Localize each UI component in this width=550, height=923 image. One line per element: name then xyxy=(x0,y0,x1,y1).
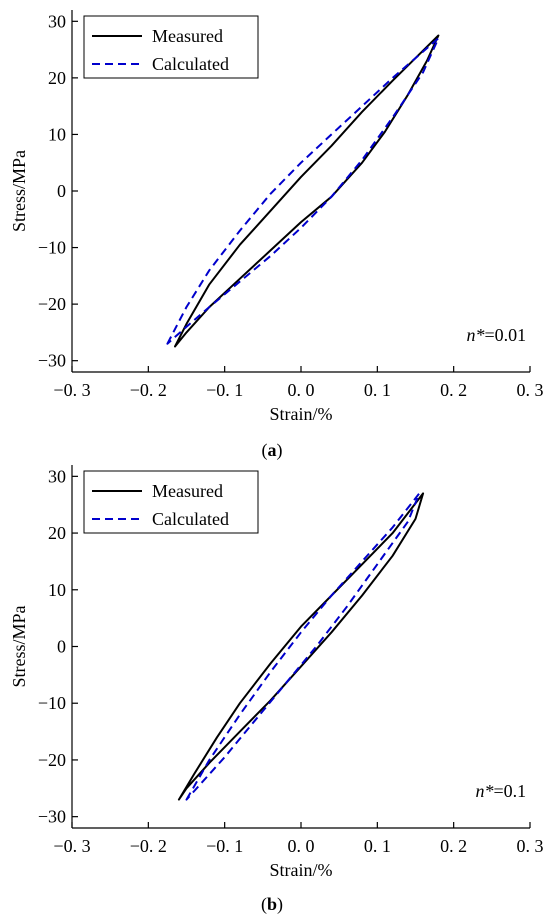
y-axis-title: Stress/MPa xyxy=(9,605,29,687)
x-tick-label: −0. 2 xyxy=(130,380,167,400)
panel-caption: (b) xyxy=(261,894,283,915)
legend-box xyxy=(83,15,259,79)
caption-letter: b xyxy=(267,894,277,914)
x-tick-label: 0. 1 xyxy=(364,380,391,400)
parameter-annotation: n*=0.01 xyxy=(467,325,527,345)
x-tick-label: −0. 2 xyxy=(130,836,167,856)
x-tick-label: 0. 1 xyxy=(364,836,391,856)
caption-open: ( xyxy=(261,894,267,915)
y-tick-label: 0 xyxy=(57,637,66,657)
x-tick-label: 0. 0 xyxy=(288,836,315,856)
x-tick-label: −0. 3 xyxy=(53,380,90,400)
legend-label-measured: Measured xyxy=(152,481,223,501)
legend-label-measured: Measured xyxy=(152,26,223,46)
caption-close: ) xyxy=(277,894,283,915)
y-tick-label: −20 xyxy=(38,750,66,770)
y-tick-label: 20 xyxy=(48,523,66,543)
x-tick-label: 0. 3 xyxy=(517,836,544,856)
x-tick-label: 0. 3 xyxy=(517,380,544,400)
chart-panel-b: −30 −20 −10 0 10 20 30 −0. 3 −0. 2 −0. 1 0. 0 0. 1 0… xyxy=(9,465,544,915)
y-tick-label: −10 xyxy=(38,238,66,258)
chart-panel-a: −30 −20 −10 0 10 20 30 −0. 3 −0. 2 −0. 1 0. 0 0. 1 0… xyxy=(9,10,544,461)
series-line-measured xyxy=(174,34,440,348)
series-line-calculated xyxy=(185,492,421,801)
series-line-calculated xyxy=(166,37,440,345)
x-tick-label: −0. 1 xyxy=(206,836,243,856)
y-tick-label: −10 xyxy=(38,693,66,713)
x-tick-label: −0. 3 xyxy=(53,836,90,856)
y-axis-title: Stress/MPa xyxy=(9,150,29,232)
annotation-value: =0.01 xyxy=(485,325,527,345)
y-tick-label: 30 xyxy=(48,11,66,31)
annotation-value: =0.1 xyxy=(494,781,527,801)
legend-label-calculated: Calculated xyxy=(152,54,229,74)
y-tick-label: 20 xyxy=(48,68,66,88)
x-axis-title: Strain/% xyxy=(270,404,333,424)
x-tick-label: −0. 1 xyxy=(206,380,243,400)
y-tick-label: 10 xyxy=(48,124,66,144)
y-tick-label: −20 xyxy=(38,294,66,314)
caption-letter: a xyxy=(268,440,277,460)
caption-open: ( xyxy=(262,440,268,461)
annotation-symbol: n* xyxy=(476,781,494,801)
annotation-symbol: n* xyxy=(467,325,485,345)
x-axis-title: Strain/% xyxy=(270,860,333,880)
y-tick-label: −30 xyxy=(38,351,66,371)
legend-box xyxy=(83,470,259,534)
parameter-annotation: n*=0.1 xyxy=(476,781,527,801)
y-tick-label: 0 xyxy=(57,181,66,201)
y-tick-label: −30 xyxy=(38,807,66,827)
x-tick-label: 0. 0 xyxy=(288,380,315,400)
y-tick-label: 30 xyxy=(48,466,66,486)
series-line-measured xyxy=(177,492,425,801)
legend-label-calculated: Calculated xyxy=(152,509,229,529)
x-tick-label: 0. 2 xyxy=(440,380,467,400)
x-tick-label: 0. 2 xyxy=(440,836,467,856)
y-tick-label: 10 xyxy=(48,580,66,600)
caption-close: ) xyxy=(277,440,283,461)
panel-caption: (a) xyxy=(262,440,283,461)
